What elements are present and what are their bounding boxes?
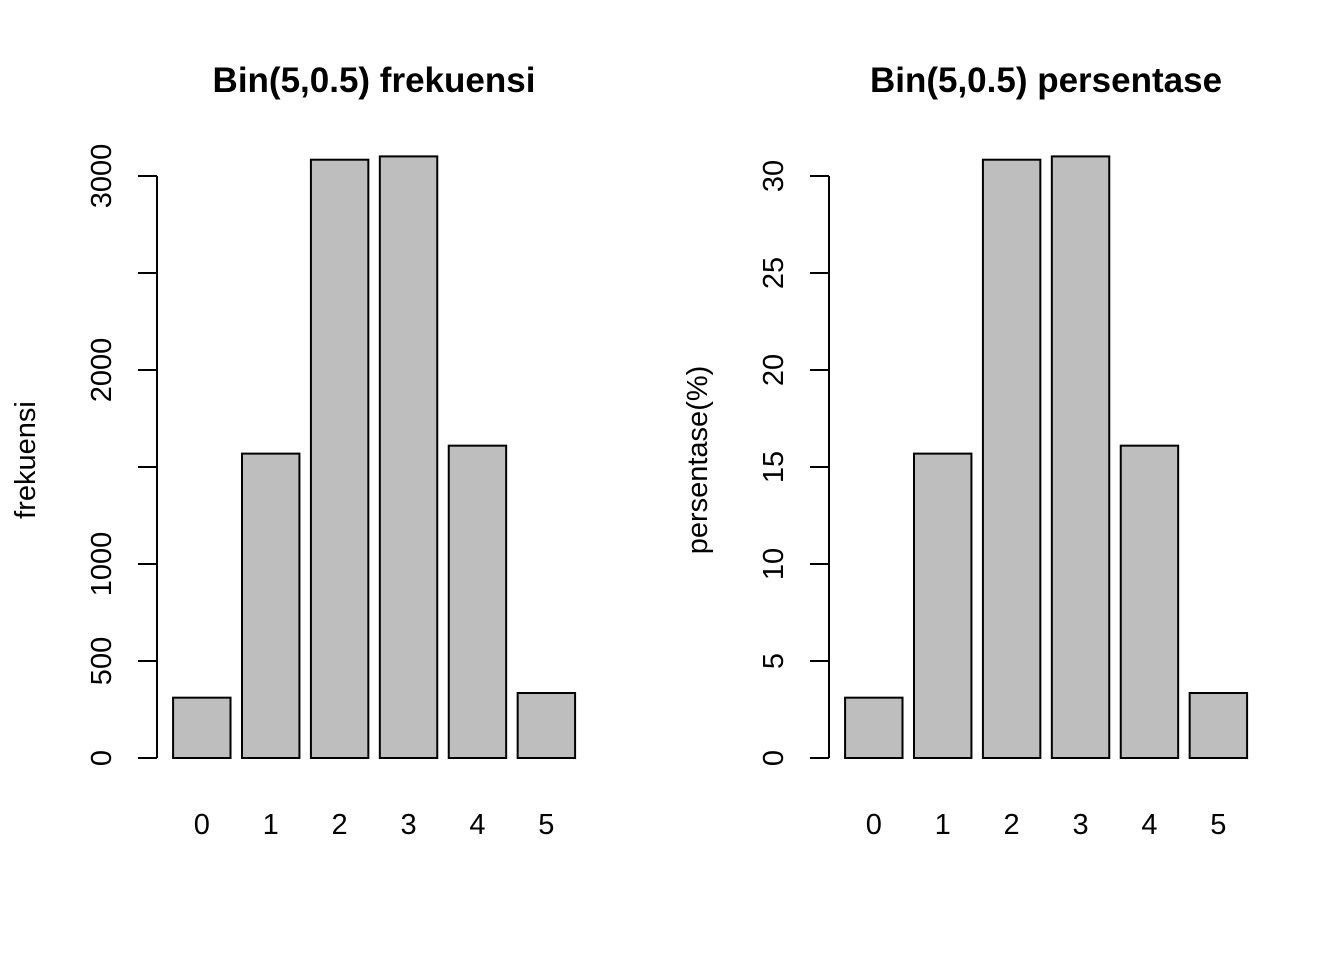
bar-3 [1050,155,1111,759]
y-tick-label: 0 [86,750,118,766]
bar-1 [912,452,973,759]
y-tick-label: 25 [758,257,790,289]
bar-4 [1119,444,1180,759]
x-tick-label: 2 [332,809,348,841]
bar-1 [240,452,301,759]
bar-0 [172,696,232,760]
y-tick-label: 15 [758,451,790,483]
y-tick-label: 2000 [86,338,118,403]
x-tick-label: 1 [935,809,951,841]
bar-5 [1188,692,1249,760]
x-tick-label: 3 [400,809,416,841]
x-tick-label: 5 [538,809,554,841]
y-tick-label: 0 [758,750,790,766]
x-tick-label: 0 [866,809,882,841]
bar-5 [516,692,577,760]
x-tick-label: 4 [1141,809,1157,841]
y-axis-label: persentase(%) [682,366,714,555]
x-tick-label: 5 [1210,809,1226,841]
bar-2 [309,158,370,760]
bar-0 [844,696,904,760]
bar-2 [981,158,1042,760]
y-tick-label: 30 [758,160,790,192]
x-tick-label: 1 [263,809,279,841]
bar-chart-1: Bin(5,0.5) persentase 0 1 2 3 4 5 0 5 10 15 20 25 30 p… [682,61,1249,841]
bar-chart-0: Bin(5,0.5) frekuensi 0 1 2 3 4 5 0 500 1000 2000 30… [10,61,577,841]
bar-3 [378,155,439,759]
y-tick-label: 10 [758,548,790,580]
y-tick-label: 5 [758,653,790,669]
x-tick-label: 2 [1004,809,1020,841]
y-tick-label: 20 [758,354,790,386]
y-tick-label: 500 [86,637,118,685]
bar-4 [447,444,508,759]
x-tick-label: 0 [194,809,210,841]
x-tick-label: 4 [469,809,485,841]
y-axis-label: frekuensi [10,401,42,519]
chart-title: Bin(5,0.5) persentase [870,61,1222,100]
chart-title: Bin(5,0.5) frekuensi [213,61,536,100]
x-tick-label: 3 [1072,809,1088,841]
y-tick-label: 1000 [86,532,118,597]
y-tick-label: 3000 [86,144,118,209]
